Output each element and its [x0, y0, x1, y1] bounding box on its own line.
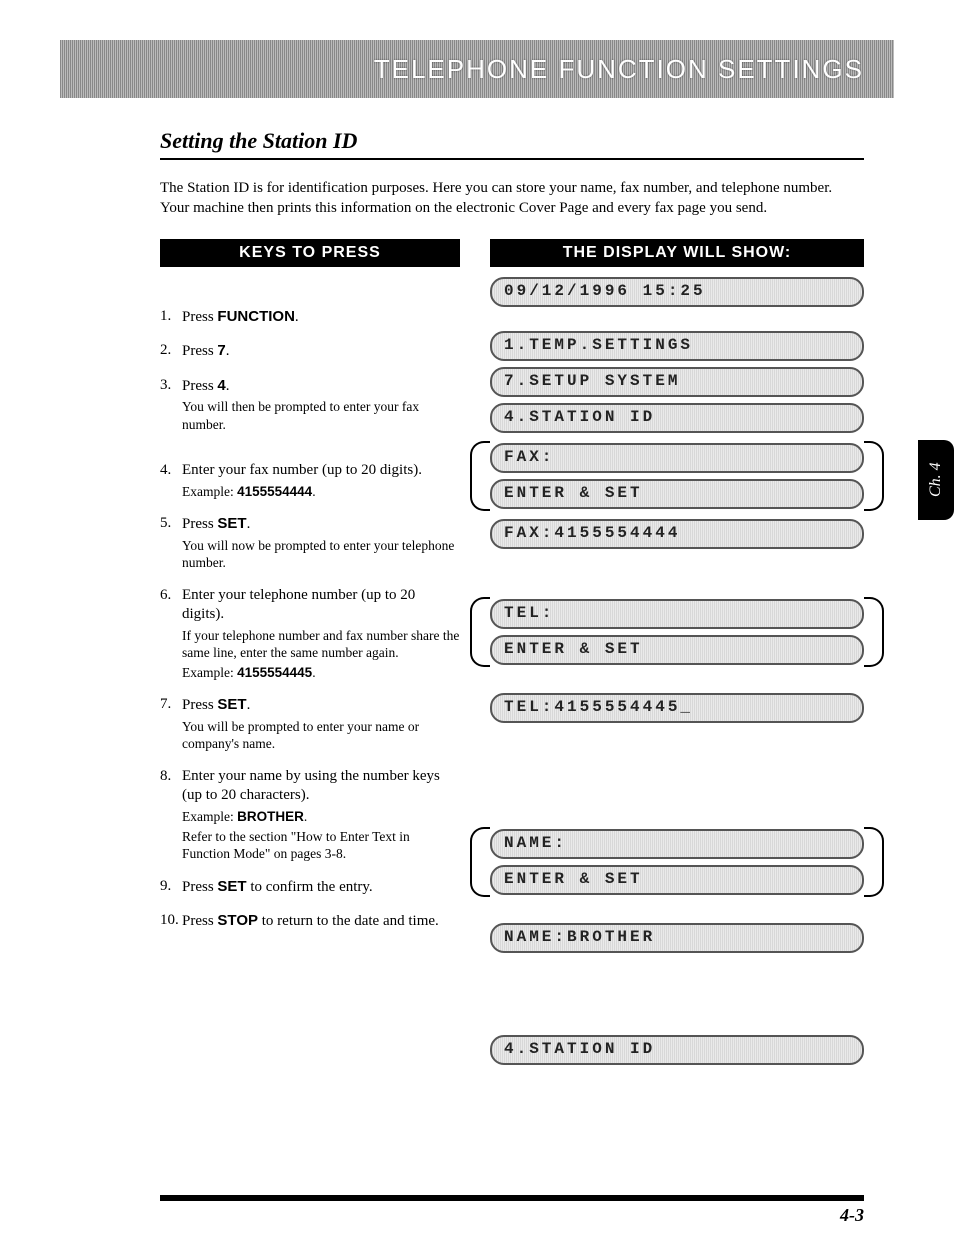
intro-paragraph: The Station ID is for identification pur…: [160, 178, 864, 219]
section-title: Setting the Station ID: [160, 128, 864, 160]
chapter-tab: Ch. 4: [918, 440, 954, 520]
keys-column: KEYS TO PRESS Press FUNCTION. Press 7. P…: [160, 239, 460, 1065]
step-8: Enter your name by using the number keys…: [160, 767, 460, 863]
lcd-enter-set-3: ENTER & SET: [490, 865, 864, 895]
lcd-fax-value: FAX:4155554444: [490, 519, 864, 549]
footer-rule: [160, 1195, 864, 1201]
step-10: Press STOP to return to the date and tim…: [160, 911, 460, 932]
lcd-stack: 09/12/1996 15:25 1.TEMP.SETTINGS 7.SETUP…: [490, 277, 864, 1065]
lcd-name-value: NAME:BROTHER: [490, 923, 864, 953]
lcd-enter-set-1: ENTER & SET: [490, 479, 864, 509]
bracket-right-icon: [864, 597, 884, 667]
banner-title: TELEPHONE FUNCTION SETTINGS: [374, 54, 864, 85]
display-column: THE DISPLAY WILL SHOW: 09/12/1996 15:25 …: [490, 239, 864, 1065]
lcd-group-tel-prompt: TEL: ENTER & SET: [490, 599, 864, 665]
step-6: Enter your telephone number (up to 20 di…: [160, 586, 460, 682]
bracket-right-icon: [864, 441, 884, 511]
page-banner: TELEPHONE FUNCTION SETTINGS: [60, 40, 894, 98]
bracket-right-icon: [864, 827, 884, 897]
step-2: Press 7.: [160, 341, 460, 362]
lcd-enter-set-2: ENTER & SET: [490, 635, 864, 665]
lcd-tel-value: TEL:4155554445_: [490, 693, 864, 723]
manual-page: TELEPHONE FUNCTION SETTINGS Ch. 4 Settin…: [0, 0, 954, 1256]
two-columns: KEYS TO PRESS Press FUNCTION. Press 7. P…: [160, 239, 864, 1065]
lcd-temp-settings: 1.TEMP.SETTINGS: [490, 331, 864, 361]
lcd-station-id: 4.STATION ID: [490, 403, 864, 433]
bracket-left-icon: [470, 597, 490, 667]
chapter-tab-label: Ch. 4: [927, 463, 945, 498]
lcd-station-id-confirm: 4.STATION ID: [490, 1035, 864, 1065]
lcd-group-fax-prompt: FAX: ENTER & SET: [490, 443, 864, 509]
steps-list: Press FUNCTION. Press 7. Press 4. You wi…: [160, 307, 460, 932]
step-4: Enter your fax number (up to 20 digits).…: [160, 461, 460, 500]
step-5: Press SET. You will now be prompted to e…: [160, 514, 460, 572]
keys-header: KEYS TO PRESS: [160, 239, 460, 267]
lcd-fax-label: FAX:: [490, 443, 864, 473]
lcd-name-label: NAME:: [490, 829, 864, 859]
lcd-tel-label: TEL:: [490, 599, 864, 629]
step-3: Press 4. You will then be prompted to en…: [160, 376, 460, 434]
display-header: THE DISPLAY WILL SHOW:: [490, 239, 864, 267]
step-7: Press SET. You will be prompted to enter…: [160, 695, 460, 753]
step-9: Press SET to confirm the entry.: [160, 877, 460, 898]
lcd-setup-system: 7.SETUP SYSTEM: [490, 367, 864, 397]
bracket-left-icon: [470, 827, 490, 897]
lcd-group-name-prompt: NAME: ENTER & SET: [490, 829, 864, 895]
lcd-datetime: 09/12/1996 15:25: [490, 277, 864, 307]
page-number: 4-3: [60, 1205, 864, 1226]
step-1: Press FUNCTION.: [160, 307, 460, 328]
bracket-left-icon: [470, 441, 490, 511]
